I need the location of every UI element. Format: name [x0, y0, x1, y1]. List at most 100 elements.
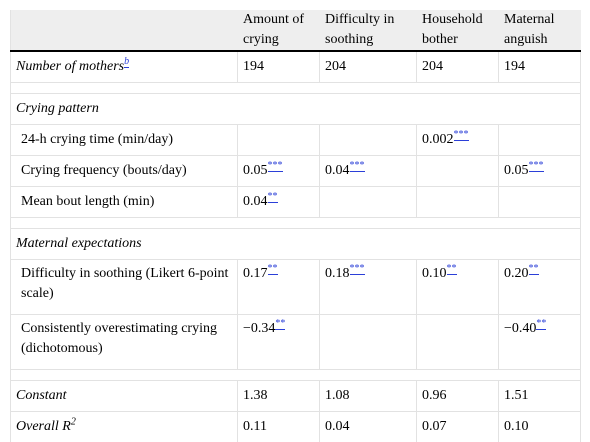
significance-marker: ** [529, 263, 539, 275]
section-title: Maternal expectations [11, 229, 581, 260]
row-label: Number of mothersb [11, 51, 238, 83]
row-label: Consistently overestimating crying (dich… [11, 315, 238, 370]
r2-superscript: 2 [71, 416, 76, 427]
section-title: Crying pattern [11, 94, 581, 125]
significance-marker: *** [350, 160, 365, 172]
value-cell: 204 [417, 51, 499, 83]
significance-footnote-link[interactable]: *** [529, 160, 544, 172]
value-cell: −0.40** [499, 315, 581, 370]
cell-value: 204 [325, 59, 346, 74]
significance-marker: ** [268, 191, 278, 203]
significance-footnote-link[interactable]: *** [350, 263, 365, 275]
row-label-text: Difficulty in soothing (Likert 6-point s… [21, 266, 228, 301]
spacer-row [11, 83, 581, 94]
row-label-text: Number of mothers [16, 59, 124, 74]
value-cell: 0.11 [238, 412, 320, 442]
value-cell: 0.18*** [320, 260, 417, 315]
significance-footnote-link[interactable]: ** [275, 318, 285, 330]
significance-footnote-link[interactable]: *** [454, 129, 469, 141]
spacer-cell [11, 218, 581, 229]
table-row: Crying frequency (bouts/day)0.05***0.04*… [11, 156, 581, 187]
value-cell [417, 187, 499, 218]
cell-value: 0.07 [422, 419, 447, 434]
cell-value: 0.002 [422, 132, 454, 147]
table-row: Consistently overestimating crying (dich… [11, 315, 581, 370]
cell-value: 0.04 [325, 419, 350, 434]
header-blank [11, 10, 238, 51]
significance-footnote-link[interactable]: ** [529, 263, 539, 275]
value-cell: 0.04*** [320, 156, 417, 187]
value-cell: 0.96 [417, 381, 499, 412]
table-row: 24-h crying time (min/day) 0.002*** [11, 125, 581, 156]
footnote-marker: b [124, 56, 129, 68]
col-header-household-bother: Household bother [417, 10, 499, 51]
value-cell: 0.05*** [499, 156, 581, 187]
row-label: 24-h crying time (min/day) [11, 125, 238, 156]
cell-value: 194 [243, 59, 264, 74]
row-overall-r2: Overall R2 0.11 0.04 0.07 0.10 [11, 412, 581, 442]
col-header-amount-of-crying: Amount of crying [238, 10, 320, 51]
cell-value: 1.38 [243, 388, 268, 403]
table-row: Difficulty in soothing (Likert 6-point s… [11, 260, 581, 315]
significance-footnote-link[interactable]: *** [268, 160, 283, 172]
value-cell [238, 125, 320, 156]
row-label-text: 24-h crying time (min/day) [21, 132, 173, 147]
value-cell: 0.07 [417, 412, 499, 442]
col-header-maternal-anguish: Maternal anguish [499, 10, 581, 51]
value-cell: 0.17** [238, 260, 320, 315]
value-cell: 0.04 [320, 412, 417, 442]
section-title-text: Crying pattern [16, 101, 99, 116]
row-label-text: Consistently overestimating crying (dich… [21, 321, 217, 356]
significance-footnote-link[interactable]: ** [268, 263, 278, 275]
row-label: Constant [11, 381, 238, 412]
value-cell [499, 125, 581, 156]
significance-footnote-link[interactable]: ** [536, 318, 546, 330]
row-number-of-mothers: Number of mothersb 194 204 204 194 [11, 51, 581, 83]
cell-value: 0.05 [243, 163, 268, 178]
value-cell: 194 [499, 51, 581, 83]
value-cell [499, 187, 581, 218]
regression-table: Amount of crying Difficulty in soothing … [10, 10, 581, 442]
footnote-link-b[interactable]: b [124, 56, 129, 68]
value-cell [320, 125, 417, 156]
cell-value: 204 [422, 59, 443, 74]
value-cell: 0.10 [499, 412, 581, 442]
row-label-text: Overall R [16, 419, 71, 434]
cell-value: 0.17 [243, 266, 268, 281]
cell-value: 194 [504, 59, 525, 74]
significance-marker: *** [529, 160, 544, 172]
value-cell: −0.34** [238, 315, 320, 370]
cell-value: 0.20 [504, 266, 529, 281]
spacer-cell [11, 83, 581, 94]
cell-value: 1.08 [325, 388, 350, 403]
row-label: Difficulty in soothing (Likert 6-point s… [11, 260, 238, 315]
significance-footnote-link[interactable]: ** [447, 263, 457, 275]
row-label: Overall R2 [11, 412, 238, 442]
value-cell [417, 156, 499, 187]
significance-marker: ** [536, 318, 546, 330]
value-cell: 1.38 [238, 381, 320, 412]
table-row: Mean bout length (min)0.04** [11, 187, 581, 218]
value-cell [320, 315, 417, 370]
value-cell [417, 315, 499, 370]
cell-value: 0.04 [325, 163, 350, 178]
spacer-cell [11, 370, 581, 381]
cell-value: 0.05 [504, 163, 529, 178]
significance-marker: ** [275, 318, 285, 330]
cell-value: 0.10 [422, 266, 447, 281]
significance-marker: *** [454, 129, 469, 141]
row-label: Crying frequency (bouts/day) [11, 156, 238, 187]
value-cell: 0.04** [238, 187, 320, 218]
significance-marker: ** [447, 263, 457, 275]
cell-value: 0.04 [243, 194, 268, 209]
spacer-row [11, 218, 581, 229]
cell-value: 0.11 [243, 419, 267, 434]
cell-value: 0.18 [325, 266, 350, 281]
cell-value: 1.51 [504, 388, 529, 403]
header-row: Amount of crying Difficulty in soothing … [11, 10, 581, 51]
row-constant: Constant 1.38 1.08 0.96 1.51 [11, 381, 581, 412]
significance-footnote-link[interactable]: *** [350, 160, 365, 172]
value-cell: 194 [238, 51, 320, 83]
significance-marker: ** [268, 263, 278, 275]
significance-footnote-link[interactable]: ** [268, 191, 278, 203]
